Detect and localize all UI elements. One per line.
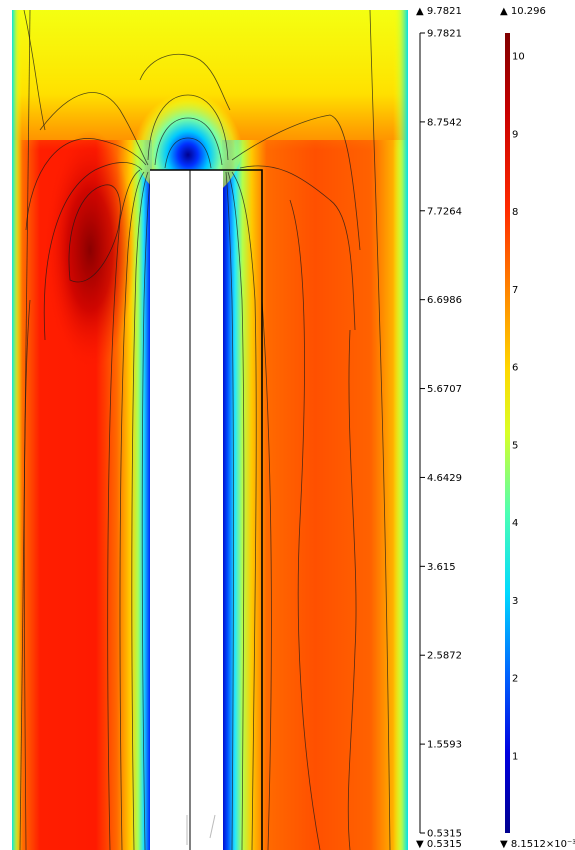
contour-legend-tick-label: 9.7821: [427, 29, 462, 40]
contour-legend-tick-label: 8.7542: [427, 117, 462, 128]
color-legend-tick-label: 3: [512, 596, 518, 607]
contour-line: [119, 171, 145, 850]
contour-line: [227, 171, 245, 850]
contour-legend-min: ▼ 0.5315: [416, 839, 462, 850]
color-legend-tick-label: 6: [512, 363, 518, 374]
contour-line: [231, 114, 361, 251]
color-legend-tick-label: 7: [512, 285, 518, 296]
contour-line: [39, 92, 149, 166]
color-legend-max: ▲ 10.296: [500, 6, 546, 17]
obstacle-mark: [209, 814, 216, 839]
contour-line: [68, 184, 121, 283]
color-legend-min: ▼ 8.1512×10⁻³: [500, 839, 575, 850]
contour-line: [23, 10, 46, 131]
colorbar: [505, 33, 510, 833]
color-legend-tick-label: 10: [512, 52, 525, 63]
field-high-core: [45, 130, 135, 370]
color-legend-tick-label: 4: [512, 518, 518, 529]
color-legend-tick-label: 9: [512, 129, 518, 140]
contour-line: [107, 169, 141, 850]
contour-line: [23, 299, 31, 850]
contour-line: [347, 329, 357, 850]
contour-line: [43, 162, 143, 341]
color-legend-tick-label: 2: [512, 674, 518, 685]
contour-legend-tick-label: 3.615: [427, 562, 456, 573]
color-legend-tick-label: 1: [512, 751, 518, 762]
field-right-band: [222, 140, 408, 850]
contour-line: [225, 171, 234, 850]
contour-line: [131, 171, 149, 850]
contour-line: [139, 53, 231, 111]
contour-legend-tick-label: 0.5315: [427, 829, 462, 840]
field-left-edge: [12, 10, 22, 850]
contour-legend-tick-label: 4.6429: [427, 473, 462, 484]
contour-line: [289, 199, 321, 850]
contour-line: [369, 10, 391, 850]
contour-legend: ▲ 9.7821 ▼ 0.5315 9.7821 8.7542 7.7264 6.69…: [416, 6, 462, 850]
contour-line: [261, 299, 272, 850]
contour-legend-tick-label: 7.7264: [427, 206, 462, 217]
contour-line: [141, 171, 152, 850]
contour-legend-max: ▲ 9.7821: [416, 6, 462, 17]
contour-line: [231, 171, 257, 850]
contour-line: [154, 117, 223, 166]
contour-legend-tick-label: 6.6986: [427, 295, 462, 306]
contour-legend-tick-label: 1.5593: [427, 740, 462, 751]
contour-legend-tick-label: 5.6707: [427, 384, 462, 395]
contour-line: [239, 165, 356, 331]
field-right-edge: [393, 10, 408, 850]
obstacle-outline: [150, 169, 263, 850]
field-area: [12, 10, 408, 850]
color-legend-tick-label: 8: [512, 207, 518, 218]
color-legend: ▲ 10.296 ▼ 8.1512×10⁻³ 10 9 8 7 6 5 4 3 2 1: [500, 6, 575, 850]
contour-line: [25, 138, 147, 231]
contour-line: [147, 94, 229, 161]
color-legend-tick-label: 5: [512, 440, 518, 451]
contour-line: [164, 137, 212, 169]
obstacle-left: [150, 170, 190, 850]
obstacle-right: [190, 170, 223, 850]
contour-legend-tick-label: 2.5872: [427, 651, 462, 662]
